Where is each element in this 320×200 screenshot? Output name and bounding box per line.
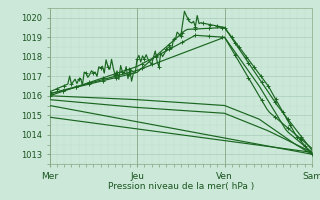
X-axis label: Pression niveau de la mer( hPa ): Pression niveau de la mer( hPa ) [108, 182, 254, 191]
